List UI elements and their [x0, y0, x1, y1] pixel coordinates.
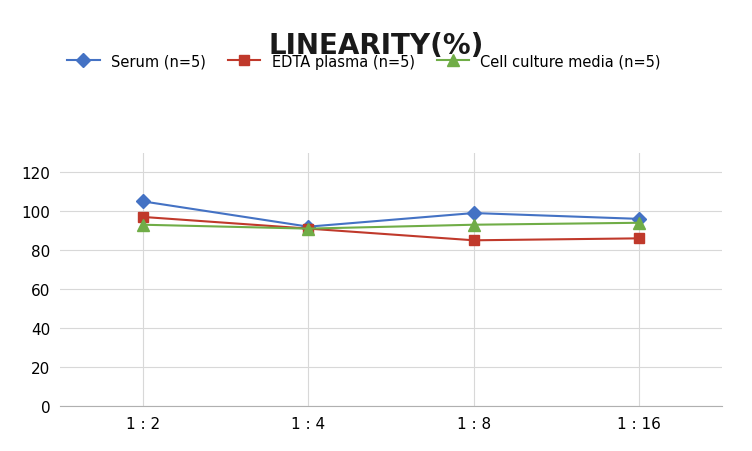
EDTA plasma (n=5) [469, 238, 478, 244]
Line: EDTA plasma (n=5): EDTA plasma (n=5) [138, 212, 644, 246]
Cell culture media (n=5) [635, 221, 644, 226]
Text: LINEARITY(%): LINEARITY(%) [268, 32, 484, 60]
Cell culture media (n=5) [304, 226, 313, 232]
EDTA plasma (n=5) [138, 215, 147, 220]
EDTA plasma (n=5) [635, 236, 644, 242]
EDTA plasma (n=5) [304, 226, 313, 232]
Line: Cell culture media (n=5): Cell culture media (n=5) [138, 218, 644, 235]
Cell culture media (n=5) [469, 222, 478, 228]
Serum (n=5) [138, 199, 147, 205]
Legend: Serum (n=5), EDTA plasma (n=5), Cell culture media (n=5): Serum (n=5), EDTA plasma (n=5), Cell cul… [68, 55, 661, 69]
Line: Serum (n=5): Serum (n=5) [138, 197, 644, 232]
Serum (n=5) [304, 225, 313, 230]
Serum (n=5) [469, 211, 478, 216]
Cell culture media (n=5) [138, 222, 147, 228]
Serum (n=5) [635, 216, 644, 222]
